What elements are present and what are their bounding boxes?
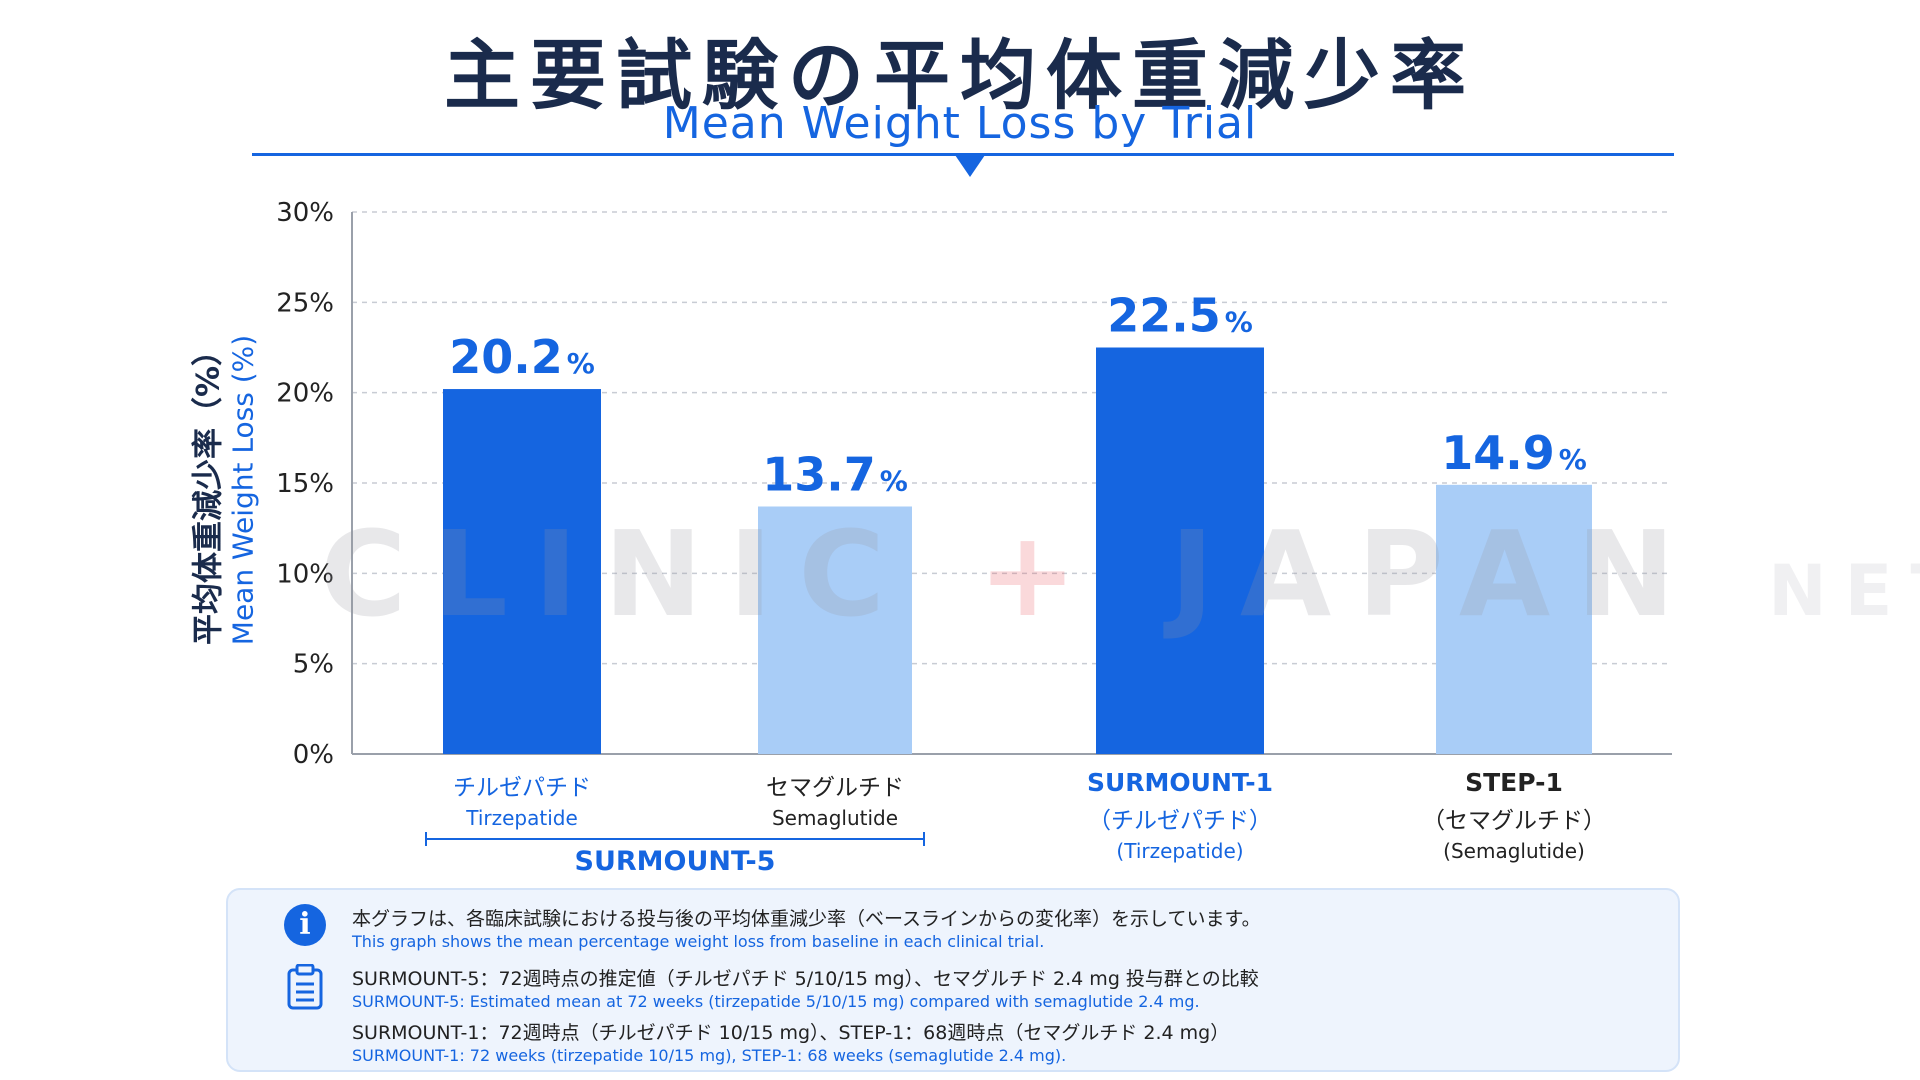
watermark-plus: + [978, 505, 1103, 643]
category-label-jp: STEP-1 [1465, 768, 1563, 797]
category-label-tirzepatide: チルゼパチド Tirzepatide [362, 768, 682, 830]
note-line-1-jp: 本グラフは、各臨床試験における投与後の平均体重減少率（ベースラインからの変化率）… [352, 908, 1261, 930]
notes-box: i 本グラフは、各臨床試験における投与後の平均体重減少率（ベースラインからの変化… [226, 888, 1680, 1072]
note-line-2-jp: SURMOUNT-5：72週時点の推定値（チルゼパチド 5/10/15 mg）、… [352, 968, 1259, 990]
note-line-2-en: SURMOUNT-5: Estimated mean at 72 weeks (… [352, 992, 1200, 1011]
chart-subtitle: Mean Weight Loss by Trial [662, 98, 1258, 149]
y-tick-label: 5% [293, 650, 334, 680]
data-label: 22.5% [1107, 289, 1253, 343]
info-icon: i [284, 904, 326, 946]
category-label-semaglutide: セマグルチド Semaglutide [675, 768, 995, 830]
note-line-1-en: This graph shows the mean percentage wei… [352, 932, 1045, 951]
bar [1436, 484, 1592, 754]
category-label-surmount-1: SURMOUNT-1 （チルゼパチド） (Tirzepatide) [1020, 768, 1340, 863]
y-tick-label: 15% [276, 469, 334, 499]
category-label-jp: セマグルチド [766, 775, 904, 801]
category-label-jp2: （チルゼパチド） [1088, 808, 1272, 834]
data-label: 14.9% [1441, 426, 1587, 480]
group-label: SURMOUNT-5 [574, 846, 776, 877]
category-label-en: (Semaglutide) [1443, 839, 1585, 863]
chart-title: 主要試験の平均体重減少率 [444, 31, 1476, 120]
category-label-jp: チルゼパチド [453, 775, 591, 801]
divider-notch [955, 155, 985, 177]
category-label-jp: SURMOUNT-1 [1086, 768, 1274, 797]
y-tick-label: 10% [276, 559, 334, 589]
watermark-text-2: JAPAN [1170, 505, 1701, 643]
data-label: 13.7% [762, 447, 908, 501]
category-label-step-1: STEP-1 （セマグルチド） (Semaglutide) [1354, 768, 1674, 863]
group-bracket [425, 832, 925, 846]
watermark-small: NET [1768, 550, 1920, 632]
bar [1096, 347, 1264, 754]
watermark-text: CLINIC [320, 505, 911, 643]
y-tick-label: 25% [276, 288, 334, 318]
y-tick-label: 20% [276, 379, 334, 409]
category-label-en: Tirzepatide [466, 806, 578, 830]
note-line-3-en: SURMOUNT-1: 72 weeks (tirzepatide 10/15 … [352, 1046, 1067, 1065]
category-label-jp2: （セマグルチド） [1422, 808, 1606, 834]
clipboard-icon [287, 964, 323, 1010]
y-tick-label: 30% [276, 198, 334, 228]
note-line-3-jp: SURMOUNT-1：72週時点（チルゼパチド 10/15 mg）、STEP-1… [352, 1022, 1230, 1044]
category-label-en: Semaglutide [771, 806, 899, 830]
watermark: CLINIC + JAPAN NET [320, 505, 1920, 643]
bar-chart: 0% 5% 10% 15% 20% 25% 30% 20.2 % 13.7 % 22.5 % 14.9% [276, 198, 1672, 770]
category-label-en: (Tirzepatide) [1116, 839, 1244, 863]
bar [758, 506, 912, 754]
data-label: 20.2% [449, 330, 595, 384]
y-tick-label: 0% [293, 740, 334, 770]
title-divider [252, 153, 1674, 156]
bar [443, 389, 601, 754]
